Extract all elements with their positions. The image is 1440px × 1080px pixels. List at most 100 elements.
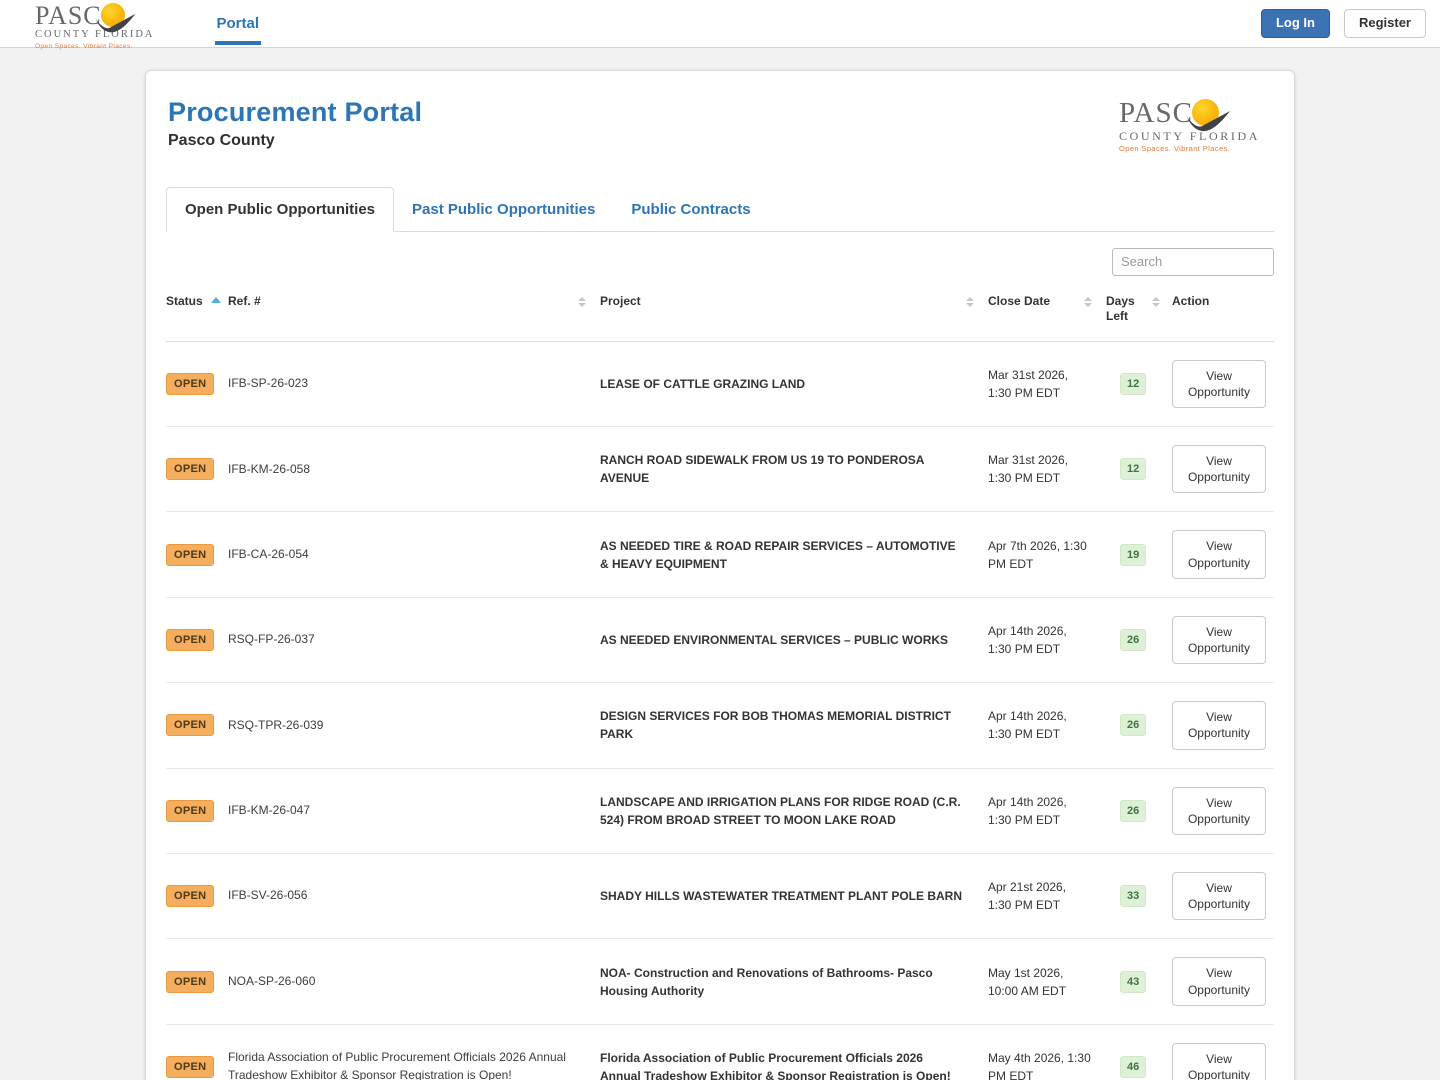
- days-left-badge: 12: [1120, 372, 1147, 395]
- status-badge: OPEN: [166, 543, 215, 566]
- ref-number: NOA-SP-26-060: [228, 938, 600, 1025]
- tab-open-public-opportunities[interactable]: Open Public Opportunities: [166, 186, 395, 232]
- days-left-cell: 12: [1106, 341, 1164, 428]
- close-date: Mar 31st 2026, 1:30 PM EDT: [988, 341, 1106, 428]
- ref-number: IFB-KM-26-047: [228, 768, 600, 854]
- table-row: OPEN Florida Association of Public Procur…: [166, 1024, 1274, 1080]
- search-input[interactable]: [1112, 247, 1274, 276]
- project-title: SHADY HILLS WASTEWATER TREATMENT PLANT P…: [600, 853, 988, 940]
- days-left-cell: 33: [1106, 853, 1164, 940]
- view-opportunity-button[interactable]: View Opportunity: [1172, 445, 1266, 494]
- logo-tagline: Open Spaces. Vibrant Places.: [1119, 144, 1231, 153]
- view-opportunity-button[interactable]: View Opportunity: [1172, 957, 1266, 1006]
- status-badge: OPEN: [166, 372, 215, 395]
- action-cell: View Opportunity: [1164, 938, 1274, 1025]
- page-title: Procurement Portal: [168, 97, 423, 127]
- action-cell: View Opportunity: [1164, 1024, 1274, 1080]
- ref-number: IFB-CA-26-054: [228, 511, 600, 598]
- pasco-county-logo[interactable]: PASC County Florida Open Spaces. Vibrant…: [35, 1, 155, 50]
- column-header-status[interactable]: Status: [166, 285, 228, 342]
- status-badge: OPEN: [166, 799, 215, 822]
- table-row: OPEN IFB-SV-26-056 SHADY HILLS WASTEWATER …: [166, 853, 1274, 940]
- project-title: DESIGN SERVICES FOR BOB THOMAS MEMORIAL …: [600, 682, 988, 769]
- column-header-project[interactable]: Project: [600, 285, 988, 342]
- status-badge: OPEN: [166, 970, 215, 993]
- action-cell: View Opportunity: [1164, 682, 1274, 769]
- tab-public-contracts[interactable]: Public Contracts: [631, 200, 751, 218]
- ref-number: IFB-SV-26-056: [228, 853, 600, 940]
- sun-icon: [1186, 99, 1230, 132]
- days-left-cell: 26: [1106, 682, 1164, 769]
- project-title: LEASE OF CATTLE GRAZING LAND: [600, 341, 988, 428]
- days-left-cell: 26: [1106, 597, 1164, 684]
- action-cell: View Opportunity: [1164, 853, 1274, 940]
- table-row: OPEN NOA-SP-26-060 NOA- Construction and R…: [166, 938, 1274, 1025]
- days-left-badge: 33: [1120, 885, 1147, 908]
- page-subtitle: Pasco County: [168, 132, 275, 149]
- close-date: Apr 7th 2026, 1:30 PM EDT: [988, 511, 1106, 598]
- view-opportunity-button[interactable]: View Opportunity: [1172, 359, 1266, 409]
- logo-subtitle: County Florida: [1119, 129, 1260, 143]
- days-left-cell: 26: [1106, 768, 1164, 854]
- days-left-badge: 26: [1120, 714, 1147, 737]
- days-left-badge: 19: [1120, 543, 1147, 566]
- nav-item-portal[interactable]: Portal: [214, 0, 262, 47]
- days-left-cell: 12: [1106, 426, 1164, 513]
- table-row: OPEN IFB-KM-26-047 LANDSCAPE AND IRRIGATIO…: [166, 768, 1274, 854]
- view-opportunity-button[interactable]: View Opportunity: [1172, 786, 1266, 835]
- opportunities-rows: OPEN IFB-SP-26-023 LEASE OF CATTLE GRAZING…: [166, 341, 1274, 1080]
- log-in-button[interactable]: Log In: [1260, 9, 1330, 38]
- status-cell: OPEN: [166, 341, 228, 428]
- logo-wordmark: PASC: [35, 1, 102, 30]
- status-badge: OPEN: [166, 714, 215, 737]
- sort-asc-icon: [210, 296, 221, 303]
- view-opportunity-button[interactable]: View Opportunity: [1172, 701, 1266, 750]
- table-header-row: Status Ref. # Project: [166, 285, 1274, 342]
- status-badge: OPEN: [166, 458, 215, 481]
- top-nav: Portal: [214, 0, 262, 47]
- close-date: Apr 14th 2026, 1:30 PM EDT: [988, 768, 1106, 854]
- register-button[interactable]: Register: [1343, 9, 1426, 38]
- column-header-ref[interactable]: Ref. #: [228, 285, 600, 342]
- days-left-badge: 46: [1120, 1055, 1147, 1078]
- view-opportunity-button[interactable]: View Opportunity: [1172, 1042, 1266, 1080]
- status-cell: OPEN: [166, 1024, 228, 1080]
- column-header-days-left[interactable]: Days Left: [1106, 285, 1164, 342]
- ref-number: RSQ-TPR-26-039: [228, 682, 600, 769]
- status-cell: OPEN: [166, 853, 228, 940]
- opportunities-table: Status Ref. # Project: [166, 285, 1274, 1080]
- close-date: Apr 14th 2026, 1:30 PM EDT: [988, 682, 1106, 769]
- days-left-badge: 26: [1120, 799, 1147, 822]
- view-opportunity-button[interactable]: View Opportunity: [1172, 871, 1266, 921]
- status-cell: OPEN: [166, 426, 228, 513]
- days-left-badge: 26: [1120, 629, 1147, 651]
- status-cell: OPEN: [166, 768, 228, 854]
- status-badge: OPEN: [166, 885, 215, 908]
- table-row: OPEN RSQ-TPR-26-039 DESIGN SERVICES FOR BO…: [166, 682, 1274, 769]
- project-title: NOA- Construction and Renovations of Bat…: [600, 938, 988, 1025]
- view-opportunity-button[interactable]: View Opportunity: [1172, 615, 1266, 665]
- table-row: OPEN RSQ-FP-26-037 AS NEEDED ENVIRONMENTAL…: [166, 597, 1274, 684]
- logo-tagline: Open Spaces. Vibrant Places.: [35, 42, 133, 50]
- sun-icon: [95, 3, 135, 33]
- column-header-close-date[interactable]: Close Date: [988, 285, 1106, 342]
- sort-icon: [1152, 296, 1160, 307]
- top-navigation-bar: PASC County Florida Open Spaces. Vibrant…: [0, 0, 1440, 50]
- status-badge: OPEN: [166, 629, 215, 651]
- days-left-cell: 46: [1106, 1024, 1164, 1080]
- action-cell: View Opportunity: [1164, 768, 1274, 854]
- tab-past-public-opportunities[interactable]: Past Public Opportunities: [412, 200, 596, 218]
- action-cell: View Opportunity: [1164, 426, 1274, 513]
- logo-subtitle: County Florida: [35, 29, 155, 40]
- ref-number: IFB-SP-26-023: [228, 341, 600, 428]
- sort-icon: [1084, 296, 1092, 307]
- days-left-cell: 43: [1106, 938, 1164, 1025]
- days-left-badge: 12: [1120, 458, 1147, 481]
- view-opportunity-button[interactable]: View Opportunity: [1172, 530, 1266, 579]
- close-date: Apr 14th 2026, 1:30 PM EDT: [988, 597, 1106, 684]
- project-title: AS NEEDED TIRE & ROAD REPAIR SERVICES – …: [600, 511, 988, 598]
- column-header-action: Action: [1164, 285, 1274, 342]
- table-row: OPEN IFB-KM-26-058 RANCH ROAD SIDEWALK FRO…: [166, 426, 1274, 513]
- status-cell: OPEN: [166, 597, 228, 684]
- days-left-cell: 19: [1106, 511, 1164, 598]
